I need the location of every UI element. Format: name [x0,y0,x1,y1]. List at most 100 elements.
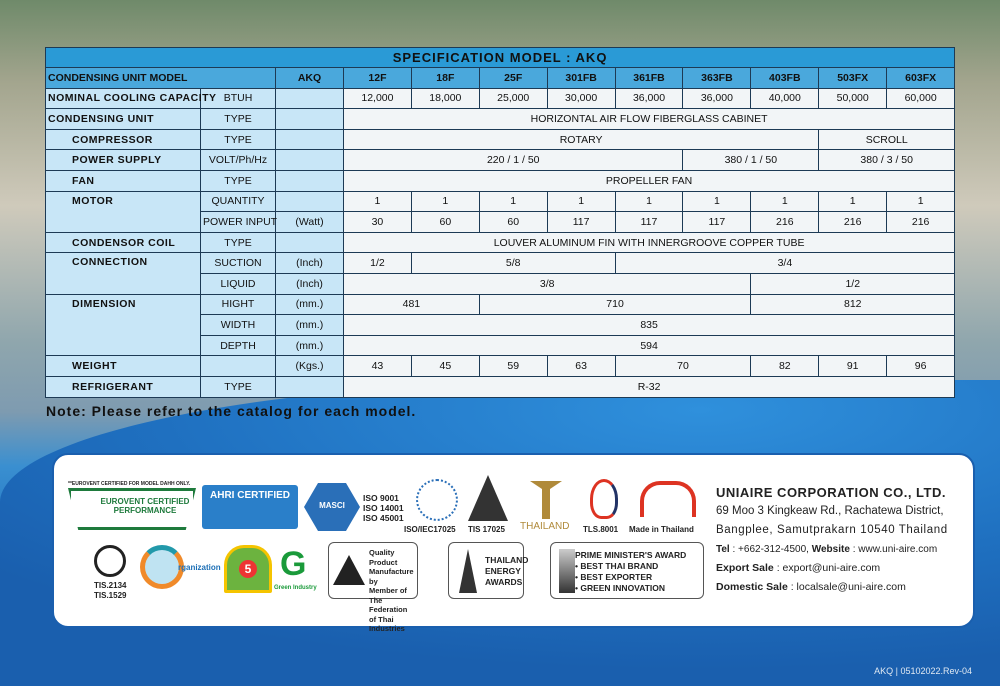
row-unit: DEPTH [200,334,276,357]
table-row: CONNECTION SUCTION (Inch) 1/2 5/8 3/4 [45,252,956,295]
cell: 1 [682,190,752,213]
model-header: 12F [343,67,412,89]
tis-logo [468,475,508,521]
co2-logo [140,545,184,589]
domestic-label: Domestic Sale [716,581,788,593]
table-row: REFRIGERANT TYPE R-32 [45,375,956,398]
row-unit: TYPE [200,231,276,254]
model-header: 25F [478,67,548,89]
table-row: POWER INPUT (Watt) 30 60 60 117 117 117 216 216 2… [46,211,956,233]
row-unit: HIGHT [200,293,276,316]
company-name: UNIAIRE CORPORATION CO., LTD. [716,485,946,500]
row-label: CONDENSING UNIT [45,108,201,130]
tel: : +662-312-4500, [732,544,809,555]
table-row: CONDENSING UNIT TYPE HORIZONTAL AIR FLOW F… [45,108,956,130]
row-label: COMPRESSOR [45,128,201,151]
row-unit: WIDTH [200,314,276,336]
co2-label: rganization [178,563,221,572]
table-row: LIQUID (Inch) 3/8 1/2 [46,272,956,295]
iso-list: ISO 9001 ISO 14001 ISO 45001 [363,493,404,523]
cell: 36,000 [682,87,752,110]
cell: 835 [342,314,956,336]
cell: 3/4 [614,252,956,274]
row-unit: (Inch) [275,252,344,274]
header-series: AKQ [275,67,344,89]
domestic-email[interactable]: : localsale@uni-aire.com [790,581,906,593]
table-row: DIMENSION HIGHT (mm.) 481 710 812 [45,293,956,357]
row-label: DIMENSION [45,293,201,357]
row-unit: (mm.) [275,334,344,357]
thailand-trust-logo [530,481,562,519]
cell: SCROLL [818,128,956,151]
cell: 18,000 [410,87,480,110]
cell: 1 [478,190,548,213]
cell: LOUVER ALUMINUM FIN WITH INNERGROOVE COP… [342,231,956,254]
made-label: Made in Thailand [629,525,694,534]
row-unit: TYPE [200,375,276,398]
row-unit: TYPE [200,128,276,151]
green-industry-g-logo: G [280,545,307,583]
tls-label: TLS.8001 [583,525,619,534]
cell: 3/8 [342,272,752,295]
cell: 59 [478,355,548,377]
table-row: NOMINAL COOLING CAPACITY BTUH 12,000 18,00… [45,87,956,110]
fti-box: Quality Product Manufacture by Member of Th… [328,542,418,633]
cell: 380 / 1 / 50 [682,149,820,171]
cell: 1/2 [750,272,956,295]
cell: 45 [410,355,480,377]
eurovent-logo: EUROVENT CERTIFIED PERFORMANCE [68,488,196,530]
row-unit: (mm.) [275,314,344,336]
row-unit: LIQUID [200,272,276,295]
row-unit: TYPE [200,108,276,130]
row-unit: (Inch) [275,272,344,295]
address-line: 69 Moo 3 Kingkeaw Rd., Rachatewa Distric… [716,505,944,517]
tel-label: Tel [716,544,730,555]
cell: 481 [343,293,480,316]
model-header: 18F [410,67,480,89]
cell: 30 [343,211,412,233]
iso-iec-label: ISO/IEC17025 [404,525,456,534]
note: Note: Please refer to the catalog for ea… [46,403,417,419]
cell: 1 [818,190,888,213]
cell: 1 [546,190,616,213]
cell: 5/8 [410,252,616,274]
cell: 25,000 [478,87,548,110]
cell: 40,000 [750,87,820,110]
eurovent-note: **EUROVENT CERTIFIED FOR MODEL DAHH ONLY… [68,481,191,487]
cell: 43 [343,355,412,377]
tis-label: TIS 17025 [468,525,505,534]
cell: PROPELLER FAN [342,169,956,192]
cell: 1 [750,190,820,213]
row-label: WEIGHT [45,355,201,377]
cell: 60 [410,211,480,233]
row-label: FAN [45,169,201,192]
model-header: 603FX [886,67,956,89]
thailand-label: THAILAND [520,521,570,532]
website-link[interactable]: : www.uni-aire.com [852,544,938,555]
row-unit: (Watt) [275,211,344,233]
row-unit: SUCTION [200,252,276,274]
row-label: POWER SUPPLY [45,149,201,171]
header-row: CONDENSING UNIT MODEL AKQ 12F 18F 25F 301FB… [45,67,956,89]
cell: 50,000 [818,87,888,110]
row-unit: VOLT/Ph/Hz [200,149,276,171]
energy-label-5-logo: 5 [224,545,272,593]
cell: 12,000 [343,87,412,110]
address-line: Bangplee, Samutprakarn 10540 Thailand [716,524,948,536]
row-unit: (mm.) [275,293,344,316]
row-label: CONDENSOR COIL [45,231,201,254]
export-email[interactable]: : export@uni-aire.com [776,562,881,574]
tis-labels: TIS.2134 TIS.1529 [94,581,127,600]
row-unit: (Kgs.) [275,355,344,377]
tis-mark-icon [94,545,126,577]
cell: 117 [682,211,752,233]
table-row: WIDTH (mm.) 835 [46,314,956,336]
model-header: 403FB [750,67,820,89]
cell: 60,000 [886,87,956,110]
row-label: NOMINAL COOLING CAPACITY [45,87,216,110]
model-header: 363FB [682,67,752,89]
table-row: DEPTH (mm.) 594 [46,334,956,357]
cell: 216 [886,211,956,233]
cell: HORIZONTAL AIR FLOW FIBERGLASS CABINET [342,108,956,130]
